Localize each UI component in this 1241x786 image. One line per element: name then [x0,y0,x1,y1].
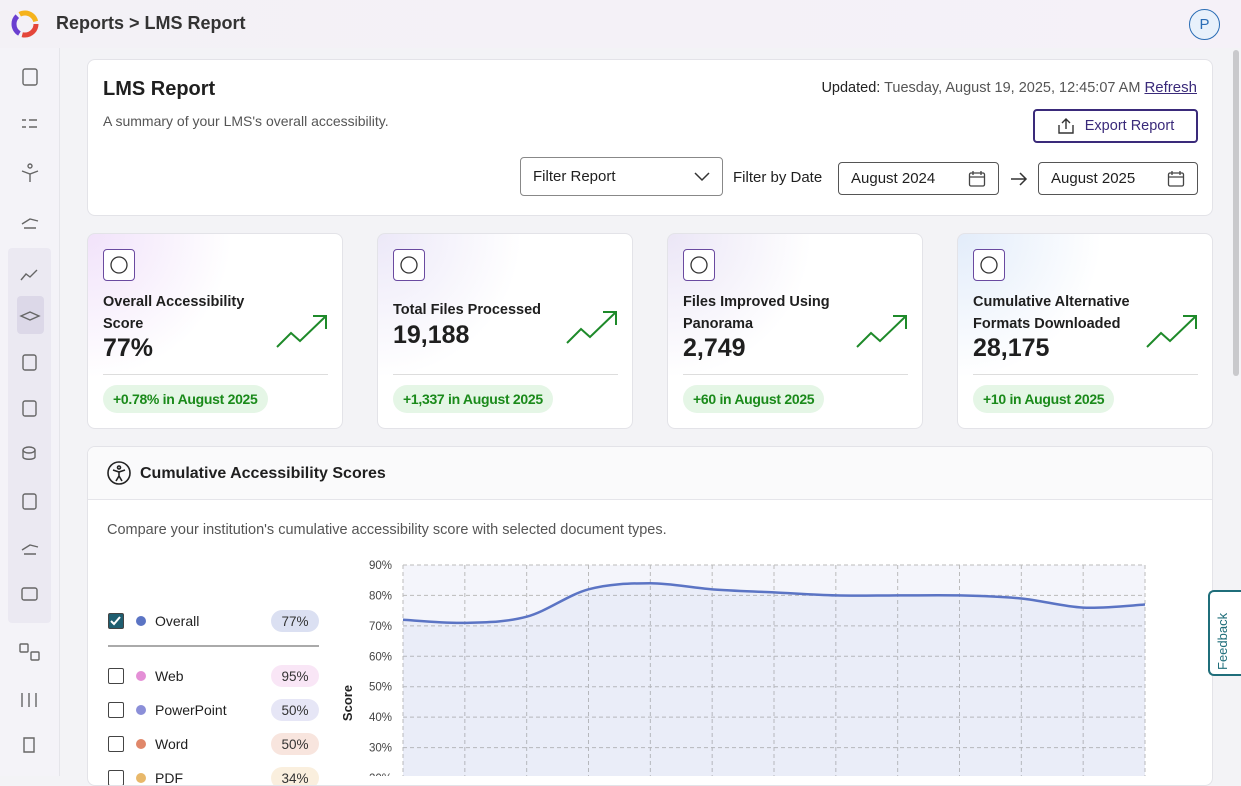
legend-name: Overall [155,613,200,629]
stat-icon [683,249,715,281]
sidebar-active[interactable] [17,296,44,334]
divider [108,645,319,647]
legend-dot [136,616,146,626]
avatar[interactable]: P [1189,9,1220,40]
updated: Updated: Tuesday, August 19, 2025, 12:45… [821,79,1197,96]
scores-description: Compare your institution's cumulative ac… [107,522,667,538]
stat-value: 2,749 [683,334,746,362]
report-title: LMS Report [103,78,216,100]
stat-value: 19,188 [393,321,470,349]
stat-card: Overall Accessibility Score 77% +0.78% in … [87,233,343,429]
checkbox[interactable] [108,702,124,718]
icon-shape [980,256,998,274]
legend-dot [136,739,146,749]
legend-name: Word [155,736,189,752]
stat-change: +10 in August 2025 [973,385,1115,413]
updated-label: Updated: [821,80,881,96]
trend-icon [1146,315,1197,348]
stat-label: Total Files Processed [393,302,542,318]
stat-change: +1,337 in August 2025 [393,385,553,413]
refresh-link[interactable]: Refresh [1144,79,1197,96]
report-card: LMS Report A summary of your LMS's overa… [87,59,1213,216]
stat-card: Files Improved Using Panorama 2,749 +60 in… [667,233,923,429]
checkbox[interactable] [108,613,124,629]
legend-name: PowerPoint [155,702,227,718]
stat-label: Overall Accessibility Score [103,294,245,332]
legend-dot [136,773,146,783]
date-to-label: August 2025 [1051,170,1136,187]
stat-change: +60 in August 2025 [683,385,825,413]
icon [400,256,418,274]
stat-card: Total Files Processed 19,188 +1,337 in Aug… [377,233,633,429]
date-from[interactable]: August 2024 [838,162,999,195]
date-from-label: August 2024 [851,170,936,187]
legend-score: 77% [271,610,319,632]
trend-line [566,311,617,344]
report-subtitle: A summary of your LMS's overall accessib… [103,113,389,129]
sidebar-icons [19,68,41,753]
stat-divider [103,374,328,375]
legend-dot [136,705,146,715]
trend-icon [276,315,327,348]
stat-change: +0.78% in August 2025 [103,385,268,413]
legend-name: Web [155,668,184,684]
legend-score: 95% [271,665,319,687]
export-icon [1058,118,1074,134]
header: Reports > LMS Report P [0,0,1241,48]
calendar-icon [1167,170,1185,187]
date-to[interactable]: August 2025 [1038,162,1198,195]
breadcrumb: Reports > LMS Report [56,13,246,33]
updated-value: Tuesday, August 19, 2025, 12:45:07 AM [884,80,1141,96]
filter-label: Filter Report [533,168,616,185]
icon [690,256,708,274]
stat-value: 77% [103,334,154,362]
stat-divider [393,374,618,375]
stat-value: 28,175 [973,334,1050,362]
export-button[interactable]: Export Report [1033,109,1198,143]
scores-title: Cumulative Accessibility Scores [140,465,386,482]
scrollbar [1233,50,1239,376]
legend-score: 34% [271,767,319,785]
checkbox[interactable] [108,770,124,785]
filter-by-date: Filter by Date [733,169,823,186]
legend-name: PDF [155,770,183,786]
trend-icon [856,315,907,348]
legend-score: 50% [271,699,319,721]
check [110,616,121,626]
icon-shape [400,256,418,274]
sidebar [0,48,60,776]
trend-icon [566,311,617,344]
trend-line [1146,315,1197,348]
checkbox[interactable] [108,736,124,752]
feedback-tab[interactable]: Feedback [1208,590,1241,676]
icon-shape [110,256,128,274]
scores-icon [107,461,131,485]
legend-dot [136,671,146,681]
stat-label: Cumulative Alternative Formats Downloade… [973,294,1130,332]
icon [110,256,128,274]
scores-card: Cumulative Accessibility Scores Compare … [87,446,1213,786]
trend-line [276,315,327,348]
filter-select[interactable]: Filter Report [520,157,723,196]
stat-card: Cumulative Alternative Formats Downloade… [957,233,1213,429]
stat-icon [393,249,425,281]
arrow [1011,172,1028,186]
trend-line [856,315,907,348]
stat-label: Files Improved Using Panorama [683,294,830,332]
stat-divider [683,374,908,375]
stat-divider [973,374,1198,375]
scores-header: Cumulative Accessibility Scores [88,447,1212,500]
logo [11,10,39,38]
icon-shape [690,256,708,274]
legend-score: 50% [271,733,319,755]
chevron [694,171,710,181]
feedback-label: Feedback [1215,612,1230,670]
stat-icon [103,249,135,281]
icon [980,256,998,274]
calendar-icon [968,170,986,187]
checkbox[interactable] [108,668,124,684]
export-label: Export Report [1084,118,1175,134]
stat-icon [973,249,1005,281]
